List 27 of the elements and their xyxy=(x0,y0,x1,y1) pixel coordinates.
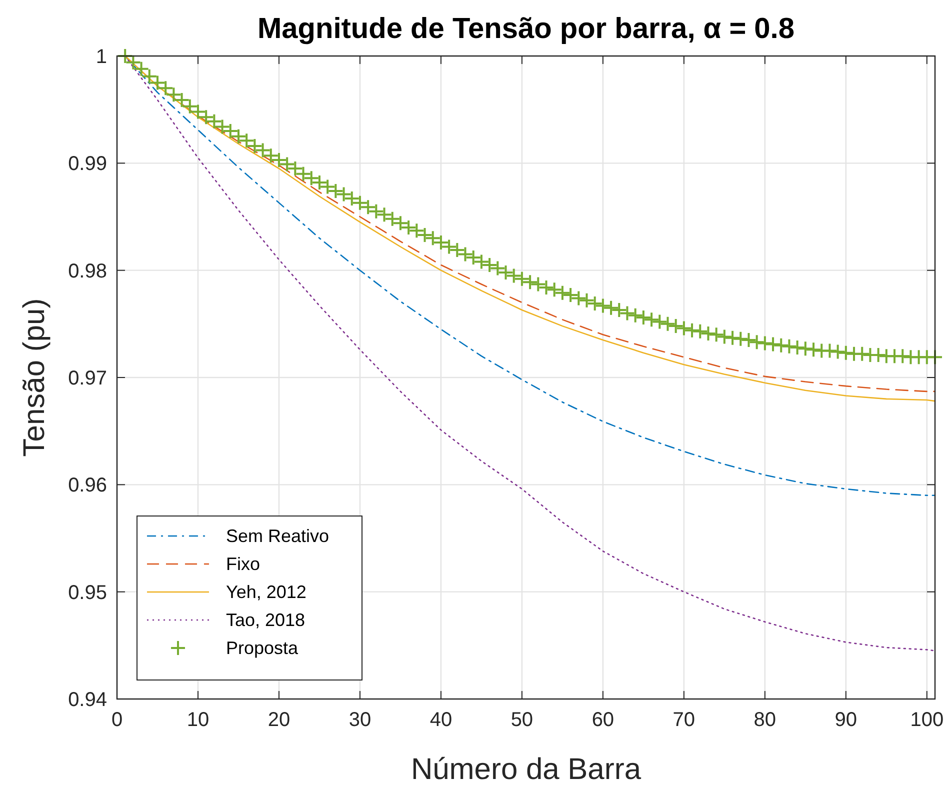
y-tick-label: 0.99 xyxy=(68,153,107,176)
y-tick-label: 0.94 xyxy=(68,689,107,711)
x-tick-label: 40 xyxy=(430,709,452,731)
x-tick-label: 80 xyxy=(754,709,776,731)
x-axis-title: Número da Barra xyxy=(410,753,642,785)
legend-label: Proposta xyxy=(226,638,300,658)
x-tick-label: 90 xyxy=(834,709,858,731)
x-tick-label: 100 xyxy=(910,709,944,731)
legend-label: Fixo xyxy=(226,554,260,574)
x-tick-label: 10 xyxy=(186,709,210,731)
y-tick-label: 1 xyxy=(96,46,107,68)
x-tick-label: 20 xyxy=(268,709,290,731)
x-tick-label: 30 xyxy=(348,709,372,731)
line-series xyxy=(124,55,936,496)
x-tick-label: 50 xyxy=(510,709,534,731)
x-tick-label: 70 xyxy=(672,709,696,731)
y-tick-label: 0.98 xyxy=(68,260,107,282)
chart-title: Magnitude de Tensão por barra, α = 0.8 xyxy=(258,13,794,45)
x-tick-label: 0 xyxy=(111,709,123,731)
y-tick-label: 0.96 xyxy=(68,474,107,497)
x-tick-label: 60 xyxy=(592,709,614,731)
y-tick-label: 0.95 xyxy=(68,582,107,604)
legend-label: Sem Reativo xyxy=(226,526,330,546)
legend-label: Tao, 2018 xyxy=(226,610,306,630)
y-axis-title: Tensão (pu) xyxy=(18,298,51,457)
y-tick-label: 0.97 xyxy=(68,368,107,390)
legend-label: Yeh, 2012 xyxy=(226,582,306,602)
